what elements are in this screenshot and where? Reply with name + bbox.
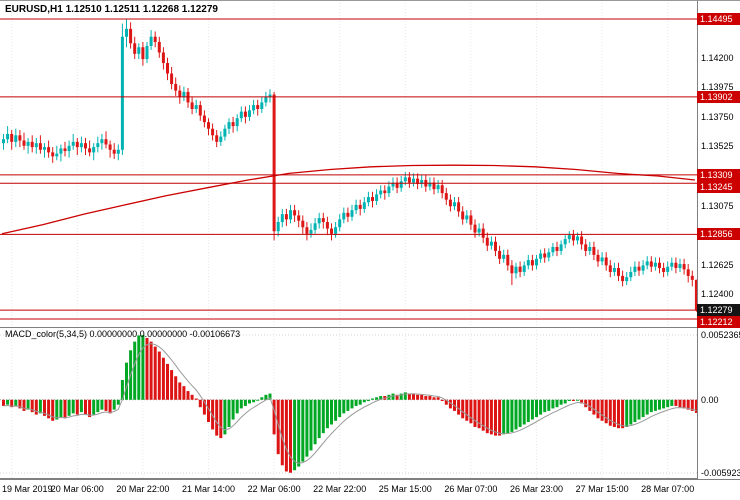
price-level-badge: 1.13309 [697,168,740,181]
candlesticks [2,19,698,312]
price-tick-label: 1.13975 [701,82,734,93]
price-level-badge: 1.13902 [697,90,740,103]
macd-scale-label: 0.0052365 [701,330,740,340]
bid-price-badge: 1.12279 [697,304,740,317]
time-axis-label: 28 Mar 07:00 [641,484,695,494]
time-axis-label: 26 Mar 07:00 [444,484,498,494]
time-axis-label: 27 Mar 15:00 [575,484,629,494]
time-axis-label: 20 Mar 06:00 [50,484,104,494]
time-axis[interactable]: 19 Mar 2019 20 Mar 06:00 20 Mar 22:00 21 Ma… [0,479,740,500]
macd-signal-line [3,343,697,464]
price-tick-label: 1.12400 [701,289,734,300]
chart-symbol-ohlc-title: EURUSD,H1 1.12510 1.12511 1.12268 1.1227… [5,4,218,15]
price-tick-label: 1.14200 [701,52,734,63]
pane-separators [0,327,740,479]
macd-histogram [2,335,698,473]
time-axis-label: 19 Mar 2019 [2,484,53,494]
price-level-badge: 1.12212 [697,316,740,329]
time-axis-label: 22 Mar 06:00 [247,484,301,494]
candlestick-macd-canvas[interactable] [0,1,740,479]
macd-scale-label: 0.00 [701,394,719,405]
macd-scale-label: -0.005923 [701,468,740,478]
price-level-badge: 1.14495 [697,13,740,25]
price-tick-label: 1.13525 [701,141,734,152]
price-level-badge: 1.12856 [697,228,740,241]
price-tick-label: 1.12625 [701,259,734,270]
time-axis-label: 20 Mar 22:00 [116,484,170,494]
moving-average-line [1,164,695,235]
price-tick-label: 1.13750 [701,111,734,122]
time-axis-label: 22 Mar 22:00 [313,484,367,494]
macd-indicator-label: MACD_color(5,34,5) 0.00000000 0.00000000… [5,329,241,339]
time-axis-label: 21 Mar 14:00 [181,484,236,494]
level-lines[interactable] [0,18,697,320]
price-level-badge: 1.13245 [697,180,740,193]
time-axis-label: 26 Mar 23:00 [509,484,564,494]
price-tick-label: 1.13075 [701,200,734,211]
time-axis-label: 25 Mar 15:00 [378,484,432,494]
